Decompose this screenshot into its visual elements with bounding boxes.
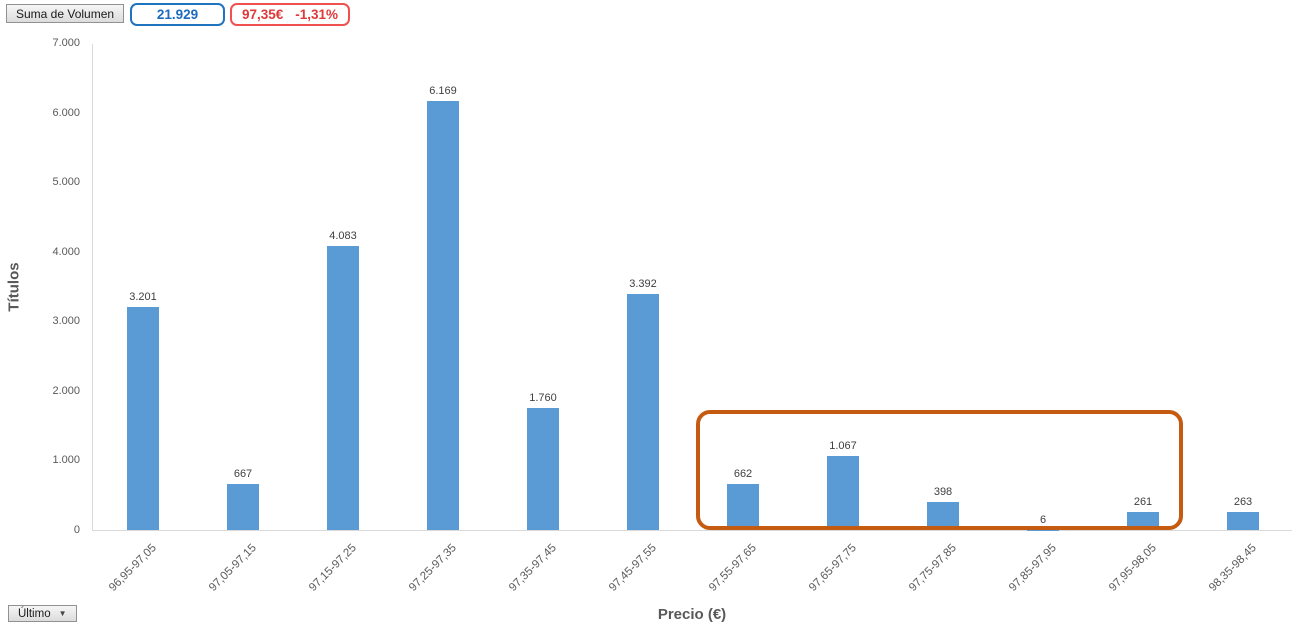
bar-97,65-97,75	[827, 455, 859, 530]
x-axis-title: Precio (€)	[657, 606, 727, 623]
bar-data-label: 398	[933, 486, 953, 499]
bar-data-label: 1.760	[529, 391, 557, 404]
bar-data-label: 3.201	[129, 291, 157, 304]
bar-data-label: 4.083	[329, 229, 357, 242]
pivot-field-button-label: Suma de Volumen	[16, 6, 115, 21]
plot-area: 3.201 667 4.083 6.169 1.760 3.392 662 1.067 398 6…	[92, 44, 1292, 531]
last-price-value: 97,35€	[242, 7, 284, 22]
change-percent-value: -1,31%	[295, 7, 338, 22]
y-tick-label: 2.000	[52, 384, 80, 397]
bar-data-label: 3.392	[629, 278, 657, 291]
bar-97,25-97,35	[427, 100, 459, 530]
y-tick-label: 5.000	[52, 176, 80, 189]
y-tick-label: 7.000	[52, 37, 80, 49]
bar-data-label: 6	[1039, 513, 1047, 526]
bar-97,35-97,45	[527, 407, 559, 530]
axis-filter-label: Último	[18, 607, 51, 620]
bar-98,35-98,45	[1227, 511, 1259, 530]
bar-data-label: 1.067	[829, 439, 857, 452]
bar-97,05-97,15	[227, 483, 259, 530]
y-tick-label: 3.000	[52, 315, 80, 328]
total-volume-value: 21.929	[156, 7, 199, 22]
pivot-field-button-suma-de-volumen[interactable]: Suma de Volumen	[6, 4, 125, 23]
bar-data-label: 261	[1133, 495, 1153, 508]
axis-filter-dropdown-ultimo[interactable]: Último ▼	[8, 605, 77, 622]
bar-data-label: 263	[1233, 495, 1253, 508]
bar-96,95-97,05	[127, 307, 159, 530]
bar-97,55-97,65	[727, 483, 759, 530]
bar-data-label: 662	[733, 467, 753, 480]
y-tick-label: 4.000	[52, 245, 80, 258]
y-tick-label: 6.000	[52, 106, 80, 119]
y-tick-label: 1.000	[52, 454, 80, 467]
total-volume-kpi-box: 21.929	[130, 3, 225, 26]
bar-97,95-98,05	[1127, 511, 1159, 530]
bar-97,85-97,95	[1027, 529, 1059, 530]
bar-97,75-97,85	[927, 502, 959, 530]
y-axis-title: Títulos	[5, 262, 23, 312]
bar-data-label: 667	[233, 467, 253, 480]
chevron-down-icon: ▼	[58, 608, 67, 618]
bar-97,15-97,25	[327, 245, 359, 530]
bar-97,45-97,55	[627, 294, 659, 530]
bar-data-label: 6.169	[429, 84, 457, 97]
price-change-kpi-box: 97,35€ -1,31%	[230, 3, 350, 26]
y-tick-label: 0	[73, 524, 80, 536]
